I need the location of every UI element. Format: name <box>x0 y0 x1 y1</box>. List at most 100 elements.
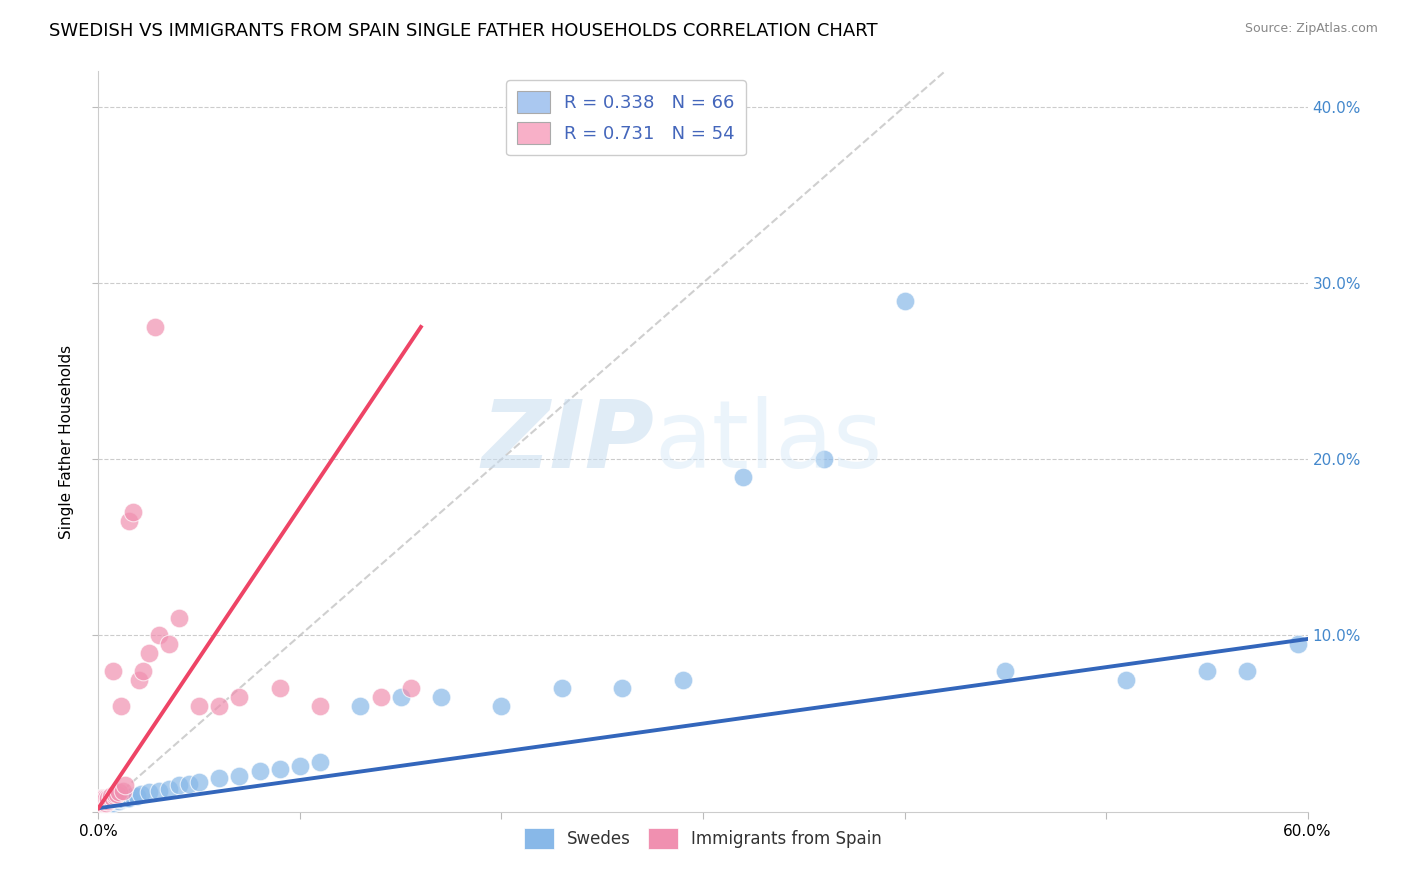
Point <box>97 792 120 806</box>
Point <box>105 792 128 806</box>
Point <box>107 792 129 806</box>
Point <box>89 799 111 814</box>
Point <box>103 794 125 808</box>
Point <box>157 781 180 796</box>
Point <box>672 673 695 687</box>
Legend: Swedes, Immigrants from Spain: Swedes, Immigrants from Spain <box>517 822 889 855</box>
Point <box>1236 664 1258 678</box>
Point <box>96 796 118 810</box>
Point <box>893 293 915 308</box>
Point <box>91 794 114 808</box>
Point <box>148 628 170 642</box>
Point <box>89 796 111 810</box>
Point <box>1115 673 1137 687</box>
Point <box>89 792 111 806</box>
Text: atlas: atlas <box>655 395 883 488</box>
Point <box>91 792 114 806</box>
Point <box>89 794 111 808</box>
Point <box>389 690 412 705</box>
Point <box>97 790 120 805</box>
Point <box>309 756 332 770</box>
Point <box>89 796 111 810</box>
Point <box>91 790 114 805</box>
Point <box>96 796 118 810</box>
Point <box>91 794 114 808</box>
Point <box>96 790 118 805</box>
Point <box>121 789 143 803</box>
Point <box>91 796 114 810</box>
Point <box>1286 637 1309 651</box>
Point <box>228 690 250 705</box>
Point <box>179 776 201 790</box>
Point <box>96 792 118 806</box>
Point <box>269 681 291 696</box>
Point <box>994 664 1017 678</box>
Point <box>91 797 114 812</box>
Point <box>103 787 125 801</box>
Point <box>167 611 190 625</box>
Point <box>103 789 125 803</box>
Point <box>128 673 150 687</box>
Point <box>101 792 124 806</box>
Point <box>132 664 155 678</box>
Point <box>399 681 422 696</box>
Point <box>143 320 166 334</box>
Point <box>121 505 143 519</box>
Point <box>103 792 125 806</box>
Point <box>96 792 118 806</box>
Point <box>430 690 453 705</box>
Point <box>288 759 311 773</box>
Point <box>96 794 118 808</box>
Point <box>188 774 211 789</box>
Point <box>110 698 132 713</box>
Point <box>129 787 152 801</box>
Point <box>91 794 114 808</box>
Point <box>208 771 231 785</box>
Point <box>111 783 134 797</box>
Point <box>97 794 120 808</box>
Point <box>97 794 120 808</box>
Point <box>208 698 231 713</box>
Point <box>91 796 114 810</box>
Point <box>125 789 148 803</box>
Point <box>100 789 122 803</box>
Point <box>100 790 122 805</box>
Point <box>349 698 371 713</box>
Point <box>1195 664 1218 678</box>
Point <box>107 785 129 799</box>
Point <box>148 783 170 797</box>
Point <box>100 796 122 810</box>
Point <box>89 796 111 810</box>
Point <box>105 794 128 808</box>
Point <box>91 797 114 812</box>
Point <box>114 778 136 792</box>
Point <box>89 797 111 812</box>
Point <box>138 646 160 660</box>
Point <box>93 792 115 806</box>
Point <box>93 792 115 806</box>
Point <box>100 792 122 806</box>
Point <box>110 792 132 806</box>
Point <box>91 796 114 810</box>
Point <box>269 763 291 777</box>
Point <box>118 790 141 805</box>
Point <box>115 790 138 805</box>
Text: Source: ZipAtlas.com: Source: ZipAtlas.com <box>1244 22 1378 36</box>
Point <box>733 470 755 484</box>
Point <box>114 790 136 805</box>
Point <box>89 792 111 806</box>
Point <box>491 698 513 713</box>
Point <box>101 796 124 810</box>
Point <box>93 790 115 805</box>
Point <box>97 796 120 810</box>
Point <box>309 698 332 713</box>
Point <box>111 792 134 806</box>
Point <box>167 778 190 792</box>
Point <box>157 637 180 651</box>
Point <box>118 514 141 528</box>
Point <box>89 797 111 812</box>
Point <box>93 794 115 808</box>
Point <box>105 787 128 801</box>
Point <box>107 794 129 808</box>
Point <box>89 797 111 812</box>
